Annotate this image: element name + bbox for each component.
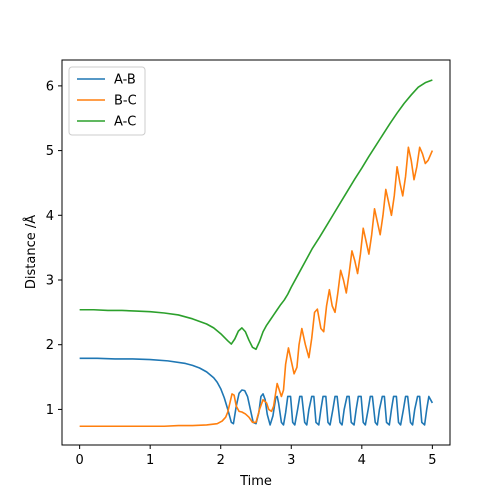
y-tick-label: 3 bbox=[46, 274, 54, 289]
x-tick-label: 0 bbox=[75, 453, 83, 468]
x-tick-label: 2 bbox=[217, 453, 225, 468]
y-axis-label: Distance /Å bbox=[23, 215, 39, 289]
y-tick-label: 4 bbox=[46, 209, 54, 224]
x-tick-label: 5 bbox=[428, 453, 436, 468]
series-line-a-b bbox=[79, 357, 434, 426]
plot-frame bbox=[61, 59, 451, 446]
y-tick-label: 5 bbox=[46, 144, 54, 159]
legend-label-b-c: B-C bbox=[114, 94, 137, 109]
series-line-b-c bbox=[79, 146, 434, 428]
series-layer bbox=[79, 79, 434, 428]
legend-label-a-b: A-B bbox=[114, 73, 136, 88]
x-tick-label: 1 bbox=[146, 453, 154, 468]
y-tick-label: 2 bbox=[46, 338, 54, 353]
legend-label-a-c: A-C bbox=[114, 115, 136, 130]
legend-box bbox=[68, 66, 146, 136]
x-tick-label: 3 bbox=[287, 453, 295, 468]
x-axis: 0 1 2 3 4 5 bbox=[75, 445, 437, 468]
x-tick-label: 4 bbox=[358, 453, 366, 468]
series-line-a-c bbox=[79, 79, 433, 351]
y-axis: 1 2 3 4 5 6 bbox=[46, 79, 62, 418]
y-tick-label: 6 bbox=[46, 79, 54, 94]
x-axis-label: Time bbox=[239, 474, 272, 489]
y-tick-label: 1 bbox=[46, 403, 54, 418]
legend: A-B B-C A-C bbox=[68, 66, 146, 136]
